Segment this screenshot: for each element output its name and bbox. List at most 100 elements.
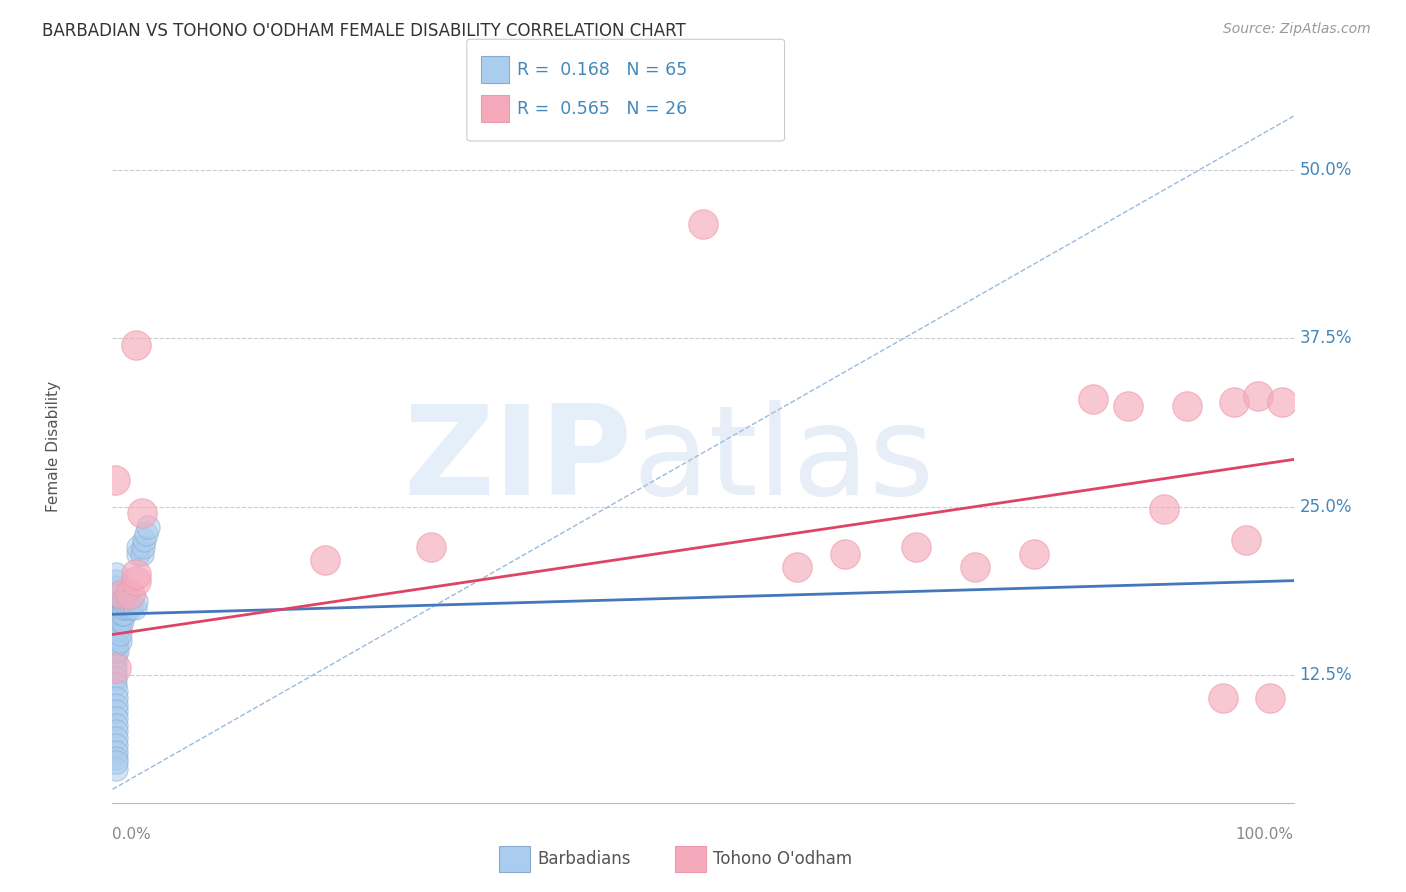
- Point: [105, 738, 128, 752]
- Point: [112, 594, 135, 608]
- Point: [104, 650, 127, 665]
- Point: [111, 600, 134, 615]
- Text: atlas: atlas: [633, 400, 934, 521]
- Point: [786, 560, 808, 574]
- Text: Barbadians: Barbadians: [537, 850, 631, 868]
- Point: [127, 540, 149, 554]
- Point: [112, 607, 135, 622]
- Point: [105, 745, 128, 759]
- Point: [105, 684, 128, 698]
- Point: [105, 643, 128, 657]
- Point: [963, 560, 986, 574]
- Point: [1223, 394, 1246, 409]
- Point: [1212, 690, 1234, 705]
- Text: Female Disability: Female Disability: [46, 380, 60, 512]
- Point: [1081, 392, 1104, 406]
- Point: [105, 724, 128, 739]
- Point: [105, 597, 128, 611]
- Point: [104, 627, 127, 641]
- Point: [131, 547, 153, 561]
- Text: 100.0%: 100.0%: [1236, 827, 1294, 842]
- Point: [120, 600, 142, 615]
- Point: [108, 621, 131, 635]
- Point: [105, 607, 128, 622]
- Point: [108, 600, 131, 615]
- Point: [111, 607, 134, 622]
- Point: [105, 574, 128, 588]
- Point: [314, 553, 336, 567]
- Text: 0.0%: 0.0%: [112, 827, 152, 842]
- Point: [105, 661, 128, 675]
- Point: [125, 566, 148, 581]
- Point: [117, 594, 139, 608]
- Point: [105, 751, 128, 765]
- Point: [125, 594, 148, 608]
- Point: [131, 506, 153, 520]
- Point: [124, 600, 146, 615]
- Point: [108, 634, 131, 648]
- Point: [105, 762, 128, 776]
- Text: 12.5%: 12.5%: [1299, 666, 1353, 684]
- Point: [108, 627, 131, 641]
- Point: [1116, 399, 1139, 413]
- Point: [104, 473, 127, 487]
- Point: [1247, 389, 1270, 403]
- Point: [105, 587, 128, 601]
- Point: [1022, 547, 1045, 561]
- Point: [105, 717, 128, 731]
- Point: [104, 637, 127, 651]
- Point: [108, 614, 131, 628]
- Point: [1175, 399, 1198, 413]
- Point: [117, 600, 139, 615]
- Point: [108, 607, 131, 622]
- Text: Source: ZipAtlas.com: Source: ZipAtlas.com: [1223, 22, 1371, 37]
- Point: [692, 217, 714, 231]
- Point: [105, 731, 128, 746]
- Text: 37.5%: 37.5%: [1299, 329, 1353, 347]
- Point: [1234, 533, 1257, 548]
- Text: Tohono O'odham: Tohono O'odham: [713, 850, 852, 868]
- Point: [120, 587, 142, 601]
- Point: [120, 594, 142, 608]
- Point: [105, 711, 128, 725]
- Point: [105, 600, 128, 615]
- Point: [105, 603, 128, 617]
- Point: [834, 547, 856, 561]
- Point: [104, 657, 127, 672]
- Point: [105, 690, 128, 705]
- Point: [104, 677, 127, 691]
- Point: [1271, 394, 1294, 409]
- Point: [112, 600, 135, 615]
- Point: [111, 594, 134, 608]
- Point: [105, 580, 128, 594]
- Point: [1258, 690, 1281, 705]
- Point: [125, 574, 148, 588]
- Point: [105, 637, 128, 651]
- Text: 25.0%: 25.0%: [1299, 498, 1353, 516]
- Point: [104, 643, 127, 657]
- Text: ZIP: ZIP: [404, 400, 633, 521]
- Point: [420, 540, 443, 554]
- Point: [111, 614, 134, 628]
- Point: [135, 526, 157, 541]
- Point: [136, 520, 159, 534]
- Point: [105, 756, 128, 770]
- Point: [127, 547, 149, 561]
- Point: [104, 664, 127, 678]
- Point: [134, 533, 156, 548]
- Text: R =  0.168   N = 65: R = 0.168 N = 65: [517, 61, 688, 78]
- Point: [105, 616, 128, 631]
- Point: [105, 566, 128, 581]
- Point: [125, 338, 148, 352]
- Point: [105, 610, 128, 624]
- Point: [104, 671, 127, 685]
- Text: BARBADIAN VS TOHONO O'ODHAM FEMALE DISABILITY CORRELATION CHART: BARBADIAN VS TOHONO O'ODHAM FEMALE DISAB…: [42, 22, 686, 40]
- Point: [105, 704, 128, 718]
- Point: [111, 587, 134, 601]
- Point: [105, 630, 128, 644]
- Point: [105, 698, 128, 712]
- Point: [104, 621, 127, 635]
- Text: 50.0%: 50.0%: [1299, 161, 1351, 179]
- Point: [104, 614, 127, 628]
- Point: [105, 624, 128, 638]
